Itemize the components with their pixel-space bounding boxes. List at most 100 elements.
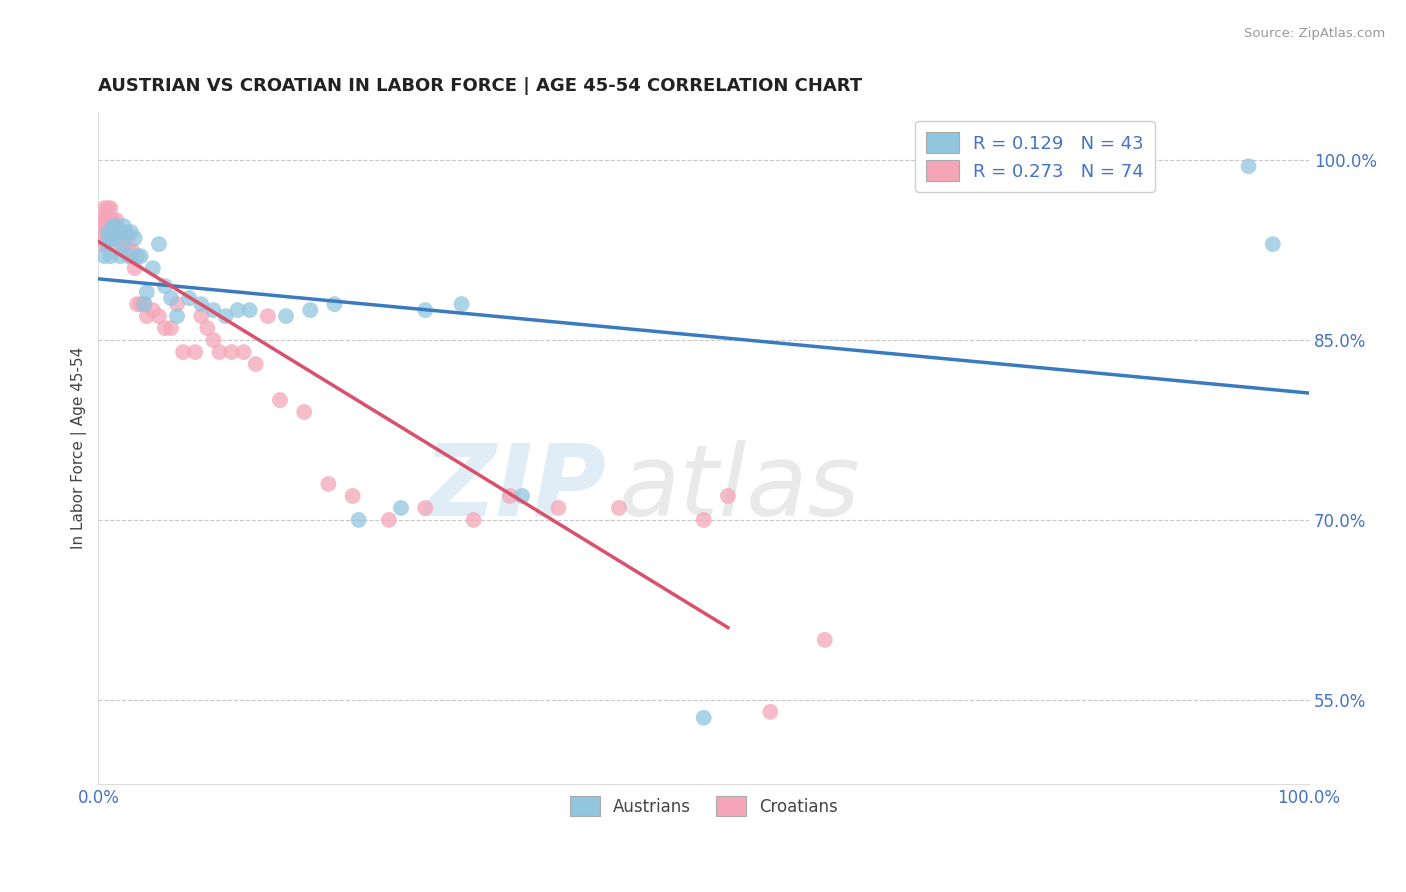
Point [101,213,124,227]
Point [166,297,188,311]
Text: Source: ZipAtlas.com: Source: ZipAtlas.com [1244,27,1385,40]
Point [148,309,170,323]
Point [463,513,485,527]
Point [166,309,188,323]
Point [124,231,146,245]
Point [153,321,176,335]
Point [413,500,436,515]
Point [257,309,280,323]
Point [148,237,170,252]
Point [160,321,183,335]
Point [100,213,122,227]
Point [120,249,142,263]
Point [292,405,315,419]
Point [153,279,176,293]
Y-axis label: In Labor Force | Age 45-54: In Labor Force | Age 45-54 [72,347,87,549]
Point [101,219,124,234]
Point [94,213,117,227]
Point [97,201,120,215]
Point [96,237,118,252]
Point [105,225,128,239]
Point [184,345,207,359]
Point [110,225,132,239]
Point [269,392,291,407]
Point [105,213,128,227]
Point [717,489,740,503]
Point [342,489,364,503]
Point [450,297,472,311]
Point [693,513,716,527]
Point [100,237,122,252]
Point [239,303,262,318]
Point [160,291,183,305]
Point [134,297,156,311]
Point [112,231,135,245]
Point [135,285,157,299]
Point [142,303,165,318]
Text: AUSTRIAN VS CROATIAN IN LABOR FORCE | AGE 45-54 CORRELATION CHART: AUSTRIAN VS CROATIAN IN LABOR FORCE | AG… [98,78,862,95]
Point [100,225,122,239]
Point [108,249,131,263]
Point [107,231,129,245]
Point [91,225,114,239]
Point [1237,159,1260,173]
Point [103,219,125,234]
Point [195,321,218,335]
Point [1261,237,1284,252]
Point [214,309,236,323]
Point [121,243,143,257]
Point [127,249,149,263]
Point [108,231,131,245]
Point [814,632,837,647]
Text: ZIP: ZIP [423,440,607,537]
Point [413,303,436,318]
Point [226,303,249,318]
Point [100,249,122,263]
Point [221,345,243,359]
Point [190,309,212,323]
Point [323,297,346,311]
Point [117,243,139,257]
Point [208,345,231,359]
Point [127,297,149,311]
Point [96,207,118,221]
Point [245,357,267,371]
Point [172,345,194,359]
Point [108,225,131,239]
Point [299,303,322,318]
Point [104,225,127,239]
Point [114,237,136,252]
Point [94,225,117,239]
Point [117,231,139,245]
Point [124,261,146,276]
Point [112,219,135,234]
Point [142,261,165,276]
Point [202,333,225,347]
Point [347,513,370,527]
Point [190,297,212,311]
Point [98,219,121,234]
Point [105,219,128,234]
Point [100,201,122,215]
Point [179,291,201,305]
Point [693,711,716,725]
Point [607,500,630,515]
Point [117,249,139,263]
Point [97,213,120,227]
Point [105,225,128,239]
Point [98,213,121,227]
Point [274,309,297,323]
Point [101,231,124,245]
Point [93,201,115,215]
Point [129,249,152,263]
Point [232,345,254,359]
Point [97,225,120,239]
Legend: Austrians, Croatians: Austrians, Croatians [562,789,845,822]
Point [97,225,120,239]
Point [389,500,412,515]
Point [759,705,782,719]
Point [101,219,124,234]
Point [547,500,569,515]
Point [91,237,114,252]
Point [111,237,134,252]
